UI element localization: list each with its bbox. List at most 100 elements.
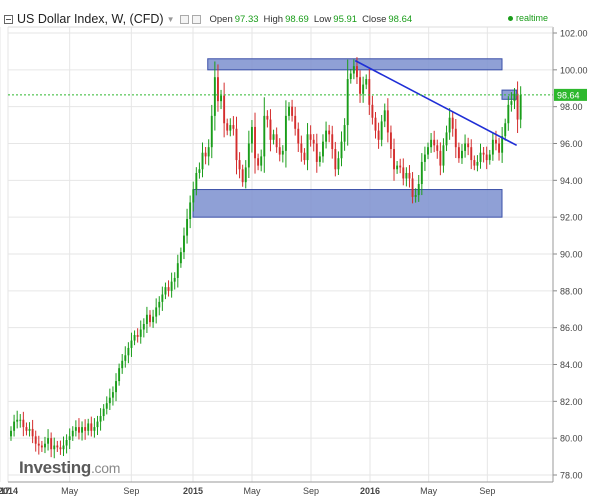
open-value: 97.33 [234, 13, 259, 25]
collapse-icon[interactable] [4, 14, 13, 24]
low-value: 95.91 [333, 13, 358, 25]
chart-header: US Dollar Index, W, (CFD) ▼ Open 97.33 H… [4, 11, 412, 27]
candle-body [328, 130, 331, 135]
candle-body [210, 115, 213, 148]
candle-body [77, 427, 80, 433]
candle-body [436, 145, 439, 151]
candle-body [149, 314, 151, 323]
candle-body [312, 139, 315, 144]
y-tick-label: 98.00 [560, 102, 583, 112]
candle-body [467, 143, 470, 148]
y-tick-label: 96.00 [560, 139, 583, 149]
candle-body [244, 167, 247, 183]
candle-body [516, 93, 519, 120]
annotation-zones [192, 58, 518, 218]
candle-body [417, 184, 420, 196]
annotation-lines [8, 59, 553, 147]
x-tick-label: 2014 [0, 486, 18, 496]
trendline [354, 59, 518, 147]
candle-body [235, 128, 238, 161]
candle-body [13, 421, 16, 431]
candle-body [186, 219, 189, 236]
candle-body [479, 152, 482, 162]
candle-body [491, 139, 494, 155]
candle-body [37, 443, 40, 446]
candle-body [204, 152, 207, 157]
candle-body [420, 161, 423, 185]
settings-icon[interactable] [180, 14, 190, 24]
candle-body [59, 447, 62, 450]
candle-body [68, 436, 71, 441]
candle-body [201, 152, 204, 170]
candle-body [142, 323, 145, 330]
candle-body [44, 443, 46, 448]
candle-body [213, 77, 216, 116]
candle-body [198, 169, 201, 173]
candle-body [164, 287, 167, 295]
candle-body [192, 189, 195, 203]
candle-body [414, 195, 417, 197]
candle-body [195, 172, 198, 190]
candle-body [331, 134, 334, 150]
candle-body [513, 93, 516, 102]
candle-body [229, 125, 232, 131]
candle-body [337, 158, 340, 170]
candle-body [451, 117, 454, 129]
candles [10, 57, 522, 459]
chevron-down-icon[interactable]: ▼ [166, 14, 175, 24]
candle-body [519, 94, 522, 120]
candle-body [266, 115, 269, 120]
candle-body [232, 125, 235, 129]
candle-body [411, 178, 414, 197]
candle-body [93, 427, 96, 431]
candle-body [433, 139, 436, 146]
candle-body [309, 134, 312, 140]
candle-body [71, 430, 74, 437]
candle-body [488, 154, 491, 161]
candle-body [288, 106, 290, 116]
y-tick-label: 100.00 [560, 65, 588, 75]
screenshot-icon[interactable] [192, 14, 202, 24]
candle-body [494, 139, 497, 144]
candle-body [278, 147, 281, 155]
close-value: 98.64 [388, 13, 413, 25]
candle-body [476, 161, 479, 166]
candle-body [504, 123, 507, 137]
realtime-dot-icon [508, 16, 513, 22]
candle-body [482, 152, 485, 155]
chart-title[interactable]: US Dollar Index, W, (CFD) [17, 12, 164, 26]
x-tick-label: May [61, 486, 79, 496]
candle-body [263, 115, 266, 157]
candle-body [173, 277, 176, 282]
candle-body [281, 150, 284, 155]
candle-body [226, 123, 229, 131]
candle-body [161, 294, 164, 302]
logo-suffix: .com [90, 460, 121, 476]
candle-body [464, 143, 467, 151]
candle-body [275, 134, 278, 148]
candle-body [34, 436, 37, 444]
candle-body [269, 119, 272, 140]
candle-body [510, 101, 513, 105]
candle-body [408, 172, 411, 179]
candle-body [241, 169, 244, 183]
y-tick-label: 90.00 [560, 250, 583, 260]
x-tick-label: May [243, 486, 261, 496]
candle-body [207, 147, 210, 157]
candle-body [87, 423, 90, 431]
y-tick-label: 82.00 [560, 397, 583, 407]
candle-body [90, 423, 93, 431]
candle-body [118, 368, 121, 382]
candle-body [115, 381, 117, 393]
candle-body [470, 147, 473, 161]
candle-body [133, 335, 136, 341]
candle-body [19, 419, 22, 421]
candle-body [260, 156, 263, 166]
candle-body [167, 287, 170, 291]
candle-body [306, 134, 309, 161]
candle-body [334, 149, 337, 170]
candle-body [359, 77, 362, 94]
x-tick-label: Sep [479, 486, 495, 496]
candle-body [136, 335, 139, 337]
